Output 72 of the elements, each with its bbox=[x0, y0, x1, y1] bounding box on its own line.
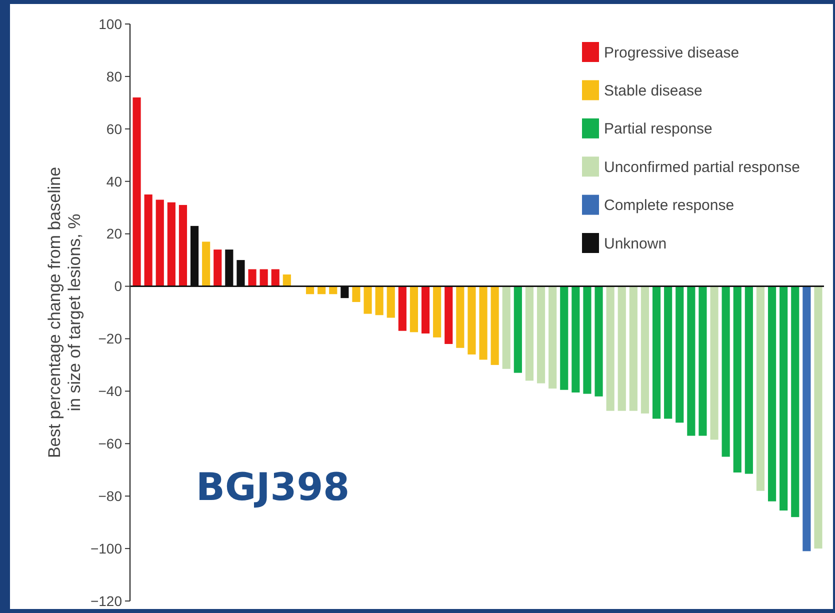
bar bbox=[606, 286, 614, 411]
bar bbox=[652, 286, 661, 419]
bar bbox=[698, 286, 707, 436]
bar bbox=[502, 286, 510, 369]
bar bbox=[594, 286, 603, 396]
bar bbox=[664, 286, 672, 419]
y-axis-title: Best percentage change from baseline in size of target lesions, % bbox=[45, 166, 84, 458]
bar bbox=[710, 286, 718, 440]
bar bbox=[768, 286, 776, 502]
y-tick-label: −20 bbox=[98, 330, 122, 347]
bar bbox=[144, 194, 152, 286]
bar bbox=[433, 286, 442, 338]
y-tick-label: 20 bbox=[106, 226, 122, 242]
y-tick-label: −40 bbox=[98, 383, 122, 400]
y-tick-label: 100 bbox=[98, 16, 122, 32]
bar bbox=[525, 286, 534, 381]
bar bbox=[814, 286, 822, 549]
bar bbox=[386, 286, 395, 318]
bar bbox=[687, 286, 696, 436]
bar bbox=[744, 286, 753, 474]
bar bbox=[260, 269, 268, 286]
bar bbox=[410, 286, 418, 332]
y-tick-label: 80 bbox=[106, 68, 122, 84]
bar bbox=[583, 286, 592, 394]
legend-label: Stable disease bbox=[604, 82, 702, 100]
bar bbox=[156, 200, 164, 286]
bar bbox=[618, 286, 626, 411]
y-tick-label: −100 bbox=[90, 540, 122, 556]
bar bbox=[490, 286, 499, 365]
bar bbox=[248, 269, 256, 286]
bar bbox=[468, 286, 476, 354]
y-tick-label: 40 bbox=[106, 173, 122, 190]
bar bbox=[572, 286, 580, 392]
y-tick-label: 0 bbox=[114, 278, 122, 294]
bar bbox=[421, 286, 430, 334]
legend-label: Complete response bbox=[604, 197, 734, 214]
bar bbox=[640, 286, 650, 414]
bar bbox=[780, 286, 788, 511]
y-tick-label: 60 bbox=[106, 120, 122, 137]
bar bbox=[456, 286, 464, 348]
y-tick-label: −60 bbox=[98, 436, 122, 452]
bar bbox=[271, 269, 280, 286]
bar bbox=[756, 286, 765, 491]
bar bbox=[167, 202, 176, 286]
bar bbox=[202, 242, 210, 286]
bar bbox=[132, 97, 141, 286]
bar bbox=[536, 286, 546, 384]
bar bbox=[375, 286, 384, 316]
y-tick-label: −80 bbox=[98, 488, 122, 504]
bar bbox=[733, 286, 742, 472]
bar bbox=[479, 286, 488, 360]
bar bbox=[214, 250, 222, 286]
annotation: BGJ398 bbox=[196, 465, 350, 509]
legend-label: Partial response bbox=[604, 120, 712, 138]
bar bbox=[364, 286, 372, 314]
bar bbox=[398, 286, 406, 331]
bar bbox=[629, 286, 638, 411]
bar bbox=[802, 286, 811, 552]
bar bbox=[560, 286, 568, 390]
bar bbox=[178, 204, 188, 286]
bar bbox=[722, 286, 730, 457]
legend-label: Progressive disease bbox=[604, 44, 740, 62]
bar bbox=[514, 286, 522, 373]
bar bbox=[791, 286, 800, 518]
bar bbox=[282, 274, 291, 286]
legend-label: Unknown bbox=[604, 235, 667, 252]
bar bbox=[548, 286, 557, 389]
y-tick-label: −120 bbox=[90, 592, 122, 609]
bar bbox=[352, 286, 360, 302]
bar bbox=[444, 286, 453, 344]
bar bbox=[676, 286, 684, 423]
legend-label: Unconfirmed partial response bbox=[604, 158, 800, 176]
